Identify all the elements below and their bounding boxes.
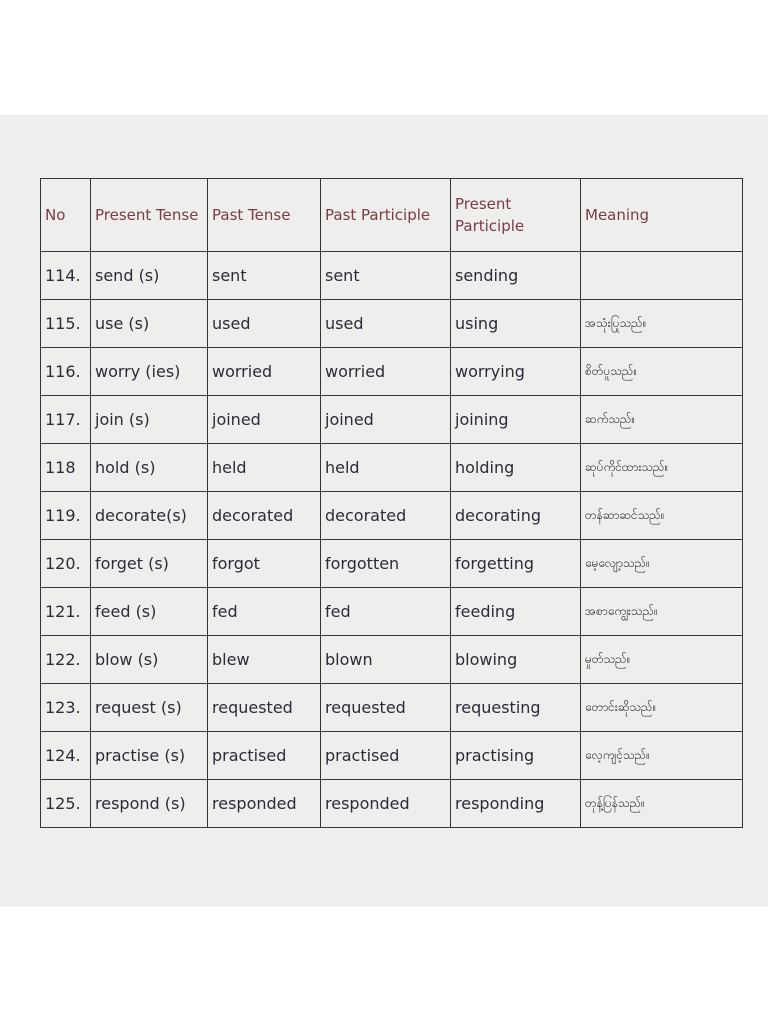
table-cell: 115. [40,299,91,348]
table-cell: 121. [40,587,91,636]
table-cell: စိတ်ပူသည်။ [580,347,743,396]
table-row: 114. send (s) sent sent sending [40,251,743,300]
table-cell: joining [450,395,581,444]
table-cell: fed [207,587,321,636]
table-cell: blow (s) [90,635,208,684]
header-cell: Present Tense [90,178,208,252]
table-cell: 117. [40,395,91,444]
table-cell: fed [320,587,451,636]
table-cell: hold (s) [90,443,208,492]
table-cell [580,251,743,300]
table-cell: 119. [40,491,91,540]
table-cell: sent [320,251,451,300]
table-cell: held [207,443,321,492]
table-cell: 120. [40,539,91,588]
header-cell: No [40,178,91,252]
table-cell: forgot [207,539,321,588]
table-row: 124. practise (s) practised practised practi… [40,731,743,780]
table-cell: worrying [450,347,581,396]
table-cell: blew [207,635,321,684]
table-row: 118 hold (s) held held holding ဆုပ်ကိုင်ထားသည… [40,443,743,492]
table-cell: respond (s) [90,779,208,828]
header-row: No Present Tense Past Tense Past Participle… [40,178,743,252]
table-cell: blowing [450,635,581,684]
table-cell: responded [207,779,321,828]
table-cell: requested [320,683,451,732]
table-cell: forget (s) [90,539,208,588]
table-cell: practised [207,731,321,780]
table-cell: 124. [40,731,91,780]
table-row: 117. join (s) joined joined joining ဆက်သည်။ [40,395,743,444]
table-row: 120. forget (s) forgot forgotten forgetting မ… [40,539,743,588]
table-cell: used [207,299,321,348]
verb-table: No Present Tense Past Tense Past Participle… [40,178,743,828]
table-row: 125. respond (s) responded responded respond… [40,779,743,828]
table-cell: မှုတ်သည်။ [580,635,743,684]
table-cell: requested [207,683,321,732]
table-cell: 118 [40,443,91,492]
table-cell: ဆုပ်ကိုင်ထားသည်။ [580,443,743,492]
header-cell: Past Tense [207,178,321,252]
table-row: 119. decorate(s) decorated decorated decorat… [40,491,743,540]
table-cell: forgotten [320,539,451,588]
table-cell: held [320,443,451,492]
table-cell: မေ့လျော့သည်။ [580,539,743,588]
table-cell: အစာကျွေးသည်။ [580,587,743,636]
table-cell: practising [450,731,581,780]
table-cell: request (s) [90,683,208,732]
table-cell: 123. [40,683,91,732]
table-cell: using [450,299,581,348]
table-cell: send (s) [90,251,208,300]
table-cell: sent [207,251,321,300]
table-cell: use (s) [90,299,208,348]
table-cell: တုန့်ပြန်သည်။ [580,779,743,828]
header-cell: Meaning [580,178,743,252]
table-cell: blown [320,635,451,684]
table-cell: decorated [320,491,451,540]
table-row: 115. use (s) used used using အသုံးပြုသည်။ [40,299,743,348]
table-cell: ဆက်သည်။ [580,395,743,444]
table-cell: feeding [450,587,581,636]
table-cell: join (s) [90,395,208,444]
table-row: 122. blow (s) blew blown blowing မှုတ်သည်။ [40,635,743,684]
table-cell: တောင်းဆိုသည်။ [580,683,743,732]
table-cell: feed (s) [90,587,208,636]
table-cell: joined [207,395,321,444]
table-cell: practise (s) [90,731,208,780]
table-cell: responding [450,779,581,828]
table-cell: တန်ဆာဆင်သည်။ [580,491,743,540]
table-cell: 125. [40,779,91,828]
table-cell: holding [450,443,581,492]
header-cell: Present Participle [450,178,581,252]
table-cell: practised [320,731,451,780]
table-cell: sending [450,251,581,300]
table-cell: worried [320,347,451,396]
table-cell: decorated [207,491,321,540]
table-cell: requesting [450,683,581,732]
table-cell: responded [320,779,451,828]
header-cell: Past Participle [320,178,451,252]
table-cell: 116. [40,347,91,396]
table-row: 116. worry (ies) worried worried worrying စိတ… [40,347,743,396]
table-row: 121. feed (s) fed fed feeding အစာကျွေးသည်။ [40,587,743,636]
table-cell: worried [207,347,321,396]
table-cell: 122. [40,635,91,684]
table-cell: 114. [40,251,91,300]
table-cell: worry (ies) [90,347,208,396]
table-cell: decorating [450,491,581,540]
table-cell: decorate(s) [90,491,208,540]
table-cell: လေ့ကျင့်သည်။ [580,731,743,780]
table-row: 123. request (s) requested requested request… [40,683,743,732]
table-cell: အသုံးပြုသည်။ [580,299,743,348]
table-cell: joined [320,395,451,444]
table-cell: forgetting [450,539,581,588]
table-cell: used [320,299,451,348]
